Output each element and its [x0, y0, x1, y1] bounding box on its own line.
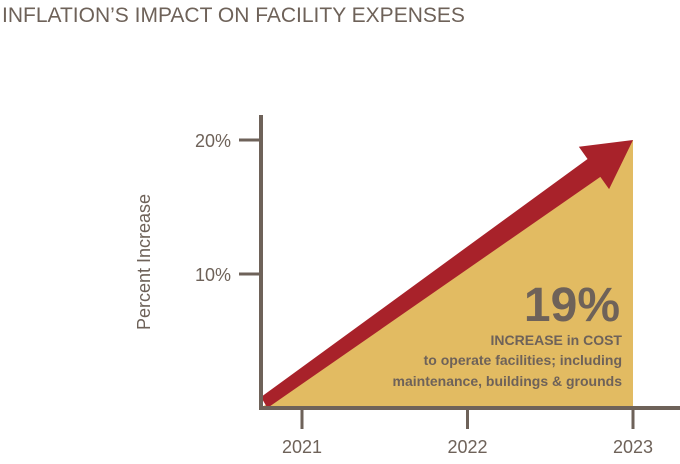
annotation-line-2: to operate facilities; including — [424, 352, 622, 368]
annotation-line-3: maintenance, buildings & grounds — [393, 373, 623, 389]
x-tick-label: 2022 — [447, 437, 487, 457]
x-tick-label: 2021 — [282, 437, 322, 457]
y-axis-label: Percent Increase — [134, 194, 154, 330]
annotation-value: 19% — [524, 279, 620, 332]
annotation-line-1: INCREASE in COST — [491, 332, 623, 348]
chart-title: INFLATION’S IMPACT ON FACILITY EXPENSES — [2, 4, 465, 27]
x-tick-label: 2023 — [613, 437, 653, 457]
y-tick-label: 10% — [195, 265, 231, 285]
trend-arrow — [261, 140, 633, 408]
y-tick-label: 20% — [195, 131, 231, 151]
